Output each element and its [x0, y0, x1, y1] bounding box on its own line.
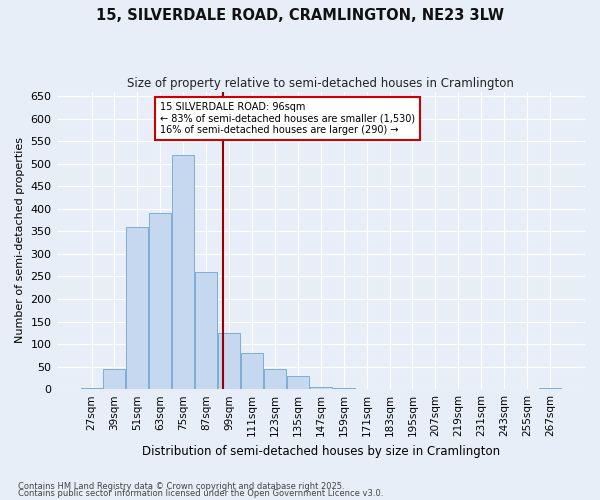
- X-axis label: Distribution of semi-detached houses by size in Cramlington: Distribution of semi-detached houses by …: [142, 444, 500, 458]
- Bar: [195, 272, 217, 389]
- Bar: [149, 214, 171, 389]
- Bar: [103, 369, 125, 389]
- Y-axis label: Number of semi-detached properties: Number of semi-detached properties: [15, 138, 25, 344]
- Bar: [310, 387, 332, 389]
- Bar: [287, 376, 309, 389]
- Text: Contains HM Land Registry data © Crown copyright and database right 2025.: Contains HM Land Registry data © Crown c…: [18, 482, 344, 491]
- Bar: [80, 388, 103, 389]
- Bar: [333, 388, 355, 389]
- Bar: [539, 388, 561, 389]
- Bar: [127, 227, 148, 389]
- Bar: [218, 333, 240, 389]
- Bar: [172, 155, 194, 389]
- Bar: [241, 353, 263, 389]
- Text: Contains public sector information licensed under the Open Government Licence v3: Contains public sector information licen…: [18, 489, 383, 498]
- Text: 15, SILVERDALE ROAD, CRAMLINGTON, NE23 3LW: 15, SILVERDALE ROAD, CRAMLINGTON, NE23 3…: [96, 8, 504, 22]
- Title: Size of property relative to semi-detached houses in Cramlington: Size of property relative to semi-detach…: [127, 78, 514, 90]
- Bar: [264, 369, 286, 389]
- Text: 15 SILVERDALE ROAD: 96sqm
← 83% of semi-detached houses are smaller (1,530)
16% : 15 SILVERDALE ROAD: 96sqm ← 83% of semi-…: [160, 102, 415, 135]
